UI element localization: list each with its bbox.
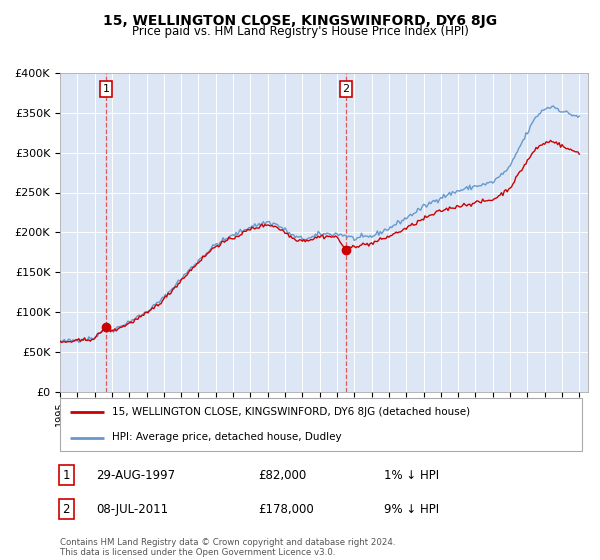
Text: £82,000: £82,000 <box>259 469 307 482</box>
Text: 1: 1 <box>103 84 110 94</box>
Text: 29-AUG-1997: 29-AUG-1997 <box>97 469 176 482</box>
FancyBboxPatch shape <box>60 398 582 451</box>
Text: 15, WELLINGTON CLOSE, KINGSWINFORD, DY6 8JG (detached house): 15, WELLINGTON CLOSE, KINGSWINFORD, DY6 … <box>112 408 470 418</box>
Text: 2: 2 <box>343 84 350 94</box>
Text: 1% ↓ HPI: 1% ↓ HPI <box>383 469 439 482</box>
Text: 2: 2 <box>62 502 70 516</box>
Text: 15, WELLINGTON CLOSE, KINGSWINFORD, DY6 8JG: 15, WELLINGTON CLOSE, KINGSWINFORD, DY6 … <box>103 14 497 28</box>
Text: 1: 1 <box>62 469 70 482</box>
Text: 9% ↓ HPI: 9% ↓ HPI <box>383 502 439 516</box>
Text: Contains HM Land Registry data © Crown copyright and database right 2024.
This d: Contains HM Land Registry data © Crown c… <box>60 538 395 557</box>
Text: HPI: Average price, detached house, Dudley: HPI: Average price, detached house, Dudl… <box>112 432 342 442</box>
Text: £178,000: £178,000 <box>259 502 314 516</box>
Text: 08-JUL-2011: 08-JUL-2011 <box>97 502 169 516</box>
Text: Price paid vs. HM Land Registry's House Price Index (HPI): Price paid vs. HM Land Registry's House … <box>131 25 469 38</box>
